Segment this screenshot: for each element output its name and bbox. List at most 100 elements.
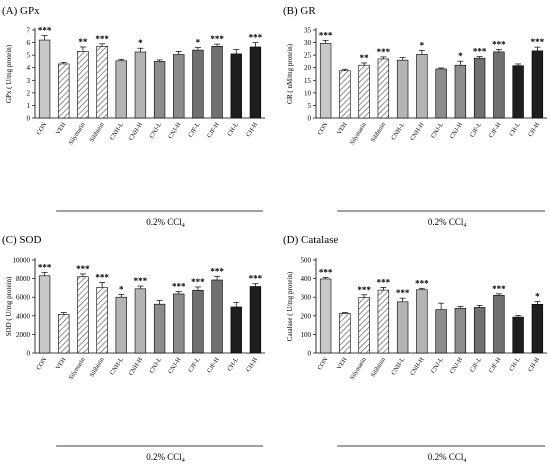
bar bbox=[473, 307, 486, 354]
bar bbox=[416, 54, 428, 119]
category-label: Silibinin bbox=[370, 356, 388, 379]
category-label: CNJ-L bbox=[430, 121, 445, 139]
group-label: 0.2% CCl4 bbox=[428, 217, 467, 229]
bar bbox=[173, 54, 185, 119]
significance-label: * bbox=[196, 38, 201, 48]
significance-label: *** bbox=[210, 34, 224, 44]
bar bbox=[58, 314, 70, 354]
y-tick-label: 2000 bbox=[16, 331, 31, 339]
chart-panel-2: (B) GR 0 5 10 15 20 25 30 35 GR ( nM/mg protein) *… bbox=[283, 5, 547, 229]
significance-label: *** bbox=[249, 33, 263, 43]
panel-title: (A) GPx bbox=[2, 5, 40, 17]
category-label: CJF-H bbox=[488, 121, 503, 139]
category-label: Silymarin bbox=[349, 356, 369, 381]
y-tick-label: 0 bbox=[308, 115, 312, 123]
y-tick-label: 0 bbox=[27, 350, 31, 358]
bar bbox=[358, 64, 370, 119]
bar bbox=[454, 64, 467, 119]
y-tick-label: 3 bbox=[27, 77, 31, 85]
significance-label: *** bbox=[249, 274, 263, 284]
group-label: 0.2% CCl4 bbox=[428, 452, 467, 464]
group-label: 0.2% CCl4 bbox=[146, 217, 185, 229]
category-label: CJF-L bbox=[469, 356, 484, 373]
bar bbox=[38, 275, 51, 354]
bar bbox=[435, 68, 447, 119]
y-axis-label: Catalase ( U/mg protein) bbox=[286, 271, 294, 341]
y-axis-label: GPx ( U/mg protein) bbox=[5, 44, 13, 103]
category-label: CNJ-H bbox=[167, 121, 183, 140]
category-label: CNJ-L bbox=[148, 121, 163, 139]
category-label: CJF-L bbox=[187, 356, 202, 373]
significance-label: *** bbox=[377, 47, 391, 57]
significance-label: *** bbox=[38, 26, 52, 36]
significance-label: *** bbox=[396, 288, 410, 298]
y-tick-label: 5 bbox=[308, 102, 312, 110]
bar bbox=[77, 276, 89, 354]
y-tick-label: 1 bbox=[27, 102, 31, 110]
group-label-subscript: 4 bbox=[463, 458, 466, 464]
bar bbox=[96, 46, 108, 119]
category-label: CNH-H bbox=[409, 356, 426, 377]
category-label: CJF-H bbox=[206, 356, 221, 374]
bar bbox=[358, 297, 370, 354]
chart-panel-3: (C) SOD 0 2000 4000 6000 8000 10000 SOD ( U/mg … bbox=[2, 234, 265, 464]
y-tick-label: 25 bbox=[304, 52, 312, 60]
significance-label: *** bbox=[319, 30, 333, 40]
significance-label: *** bbox=[531, 37, 545, 47]
category-label: VEH bbox=[55, 356, 68, 371]
significance-label: *** bbox=[95, 34, 109, 44]
category-label: CNJ-L bbox=[430, 356, 445, 374]
bar bbox=[531, 303, 544, 354]
group-label-subscript: 4 bbox=[182, 458, 185, 464]
bar bbox=[249, 286, 262, 354]
significance-label: * bbox=[458, 51, 463, 61]
y-tick-label: 4000 bbox=[16, 312, 31, 320]
bar bbox=[211, 279, 223, 354]
bar bbox=[211, 46, 223, 119]
category-label: CH-H bbox=[245, 121, 259, 138]
bar bbox=[134, 288, 147, 354]
significance-label: *** bbox=[415, 278, 429, 288]
category-label: Silibinin bbox=[88, 121, 106, 144]
category-label: CH-H bbox=[527, 356, 541, 373]
category-label: CH-L bbox=[226, 121, 240, 137]
y-tick-label: 100 bbox=[301, 331, 312, 339]
category-label: CJF-H bbox=[206, 121, 221, 139]
category-label: CNH-H bbox=[409, 121, 426, 142]
significance-label: *** bbox=[210, 266, 224, 276]
y-tick-label: 15 bbox=[304, 77, 312, 85]
category-label: CON bbox=[316, 356, 329, 371]
bar bbox=[396, 59, 409, 119]
category-label: CNJ-H bbox=[449, 121, 465, 140]
bar bbox=[230, 53, 242, 119]
category-label: CJF-H bbox=[488, 356, 503, 374]
bar bbox=[249, 46, 262, 119]
bar bbox=[416, 289, 428, 354]
category-label: CNJ-H bbox=[167, 356, 183, 375]
category-label: CNH-L bbox=[390, 121, 406, 141]
y-tick-label: 7 bbox=[27, 27, 31, 35]
bar bbox=[115, 296, 127, 354]
y-tick-label: 0 bbox=[308, 350, 312, 358]
category-label: CH-L bbox=[226, 356, 240, 372]
panel-title: (B) GR bbox=[283, 5, 316, 17]
significance-label: ** bbox=[78, 37, 88, 47]
significance-label: *** bbox=[492, 40, 506, 50]
y-tick-label: 6000 bbox=[16, 294, 31, 302]
category-label: CON bbox=[316, 121, 329, 136]
bar bbox=[115, 60, 127, 119]
category-label: CJF-L bbox=[469, 121, 484, 138]
y-tick-label: 8000 bbox=[16, 275, 31, 283]
bar bbox=[493, 51, 505, 119]
significance-label: *** bbox=[191, 277, 205, 287]
significance-label: * bbox=[535, 291, 540, 301]
significance-label: *** bbox=[134, 276, 148, 286]
bar bbox=[77, 51, 89, 119]
bar bbox=[493, 295, 505, 354]
category-label: CH-L bbox=[508, 356, 522, 372]
category-label: CNJ-L bbox=[148, 356, 163, 374]
bar bbox=[319, 43, 332, 119]
y-tick-label: 6 bbox=[27, 39, 31, 47]
y-tick-label: 4 bbox=[27, 64, 31, 72]
significance-label: *** bbox=[76, 264, 90, 274]
